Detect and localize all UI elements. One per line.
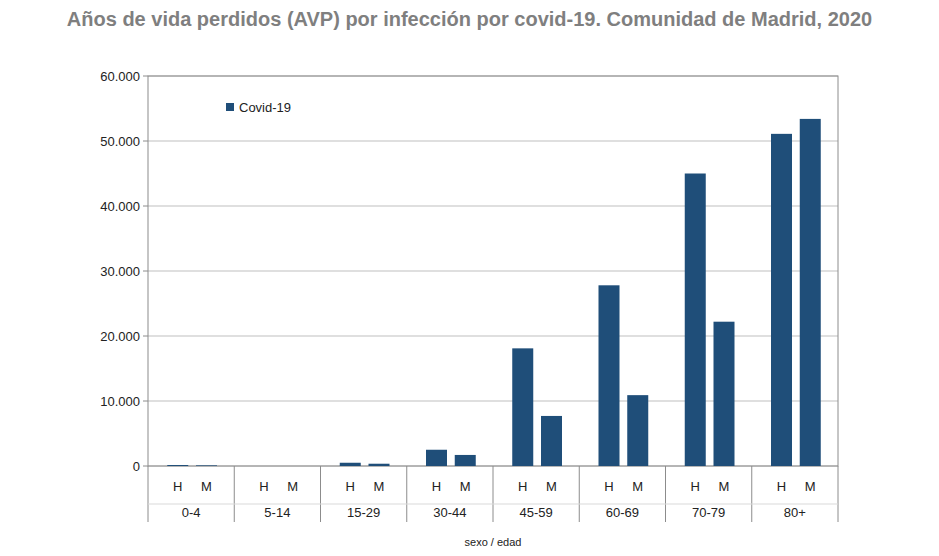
category-label: M: [632, 479, 643, 494]
group-label: 15-29: [347, 505, 380, 520]
group-separator: [493, 466, 494, 522]
bar: [369, 464, 390, 466]
group-label: 30-44: [433, 505, 466, 520]
bar: [282, 466, 303, 467]
tick-mark: [143, 401, 148, 402]
bar: [627, 395, 648, 466]
category-label: H: [432, 479, 441, 494]
group-label: 45-59: [520, 505, 553, 520]
category-label: H: [691, 479, 700, 494]
tick-label: 60.000: [100, 69, 140, 84]
bar: [254, 466, 275, 467]
bar: [196, 465, 217, 466]
category-label: M: [287, 479, 298, 494]
category-label: H: [259, 479, 268, 494]
tick-mark: [143, 466, 148, 467]
category-label: H: [173, 479, 182, 494]
category-label: M: [460, 479, 471, 494]
bar: [340, 463, 361, 466]
legend-swatch: [226, 103, 234, 111]
grid-line: [148, 271, 838, 272]
tick-label: 40.000: [100, 199, 140, 214]
group-separator: [406, 466, 407, 522]
chart: Años de vida perdidos (AVP) por infecció…: [0, 0, 939, 556]
category-label: H: [346, 479, 355, 494]
tick-mark: [143, 141, 148, 142]
tick-label: 20.000: [100, 329, 140, 344]
bar: [685, 174, 706, 467]
bar: [512, 348, 533, 466]
group-label: 80+: [784, 505, 806, 520]
legend-label: Covid-19: [239, 100, 291, 115]
tick-mark: [143, 206, 148, 207]
group-label: 0-4: [182, 505, 201, 520]
tick-mark: [143, 336, 148, 337]
bar: [167, 465, 188, 466]
plot-frame: [148, 76, 838, 466]
bar: [800, 119, 821, 466]
bar: [426, 450, 447, 466]
tick-mark: [143, 271, 148, 272]
category-label: M: [546, 479, 557, 494]
tick-label: 50.000: [100, 134, 140, 149]
group-separator: [320, 466, 321, 522]
bar: [714, 322, 735, 466]
row-separator: [148, 504, 838, 505]
tick-label: 0: [133, 459, 140, 474]
axis-label: sexo / edad: [465, 536, 522, 548]
bar: [599, 285, 620, 466]
category-label: M: [805, 479, 816, 494]
bar: [455, 455, 476, 466]
tick-label: 10.000: [100, 394, 140, 409]
group-separator: [148, 466, 149, 522]
grid-line: [148, 141, 838, 142]
group-separator: [665, 466, 666, 522]
category-label: H: [518, 479, 527, 494]
category-label: H: [604, 479, 613, 494]
grid-line: [148, 206, 838, 207]
group-separator: [579, 466, 580, 522]
tick-label: 30.000: [100, 264, 140, 279]
group-label: 60-69: [606, 505, 639, 520]
group-separator: [234, 466, 235, 522]
category-label: M: [719, 479, 730, 494]
bars: [167, 119, 821, 466]
title: Años de vida perdidos (AVP) por infecció…: [67, 8, 872, 30]
bar: [771, 134, 792, 466]
bar: [541, 416, 562, 466]
tick-mark: [143, 76, 148, 77]
category-label: M: [374, 479, 385, 494]
group-label: 70-79: [692, 505, 725, 520]
group-label: 5-14: [264, 505, 290, 520]
category-label: H: [777, 479, 786, 494]
category-label: M: [201, 479, 212, 494]
legend: Covid-19: [226, 100, 291, 115]
group-separator: [838, 466, 839, 522]
group-separator: [751, 466, 752, 522]
